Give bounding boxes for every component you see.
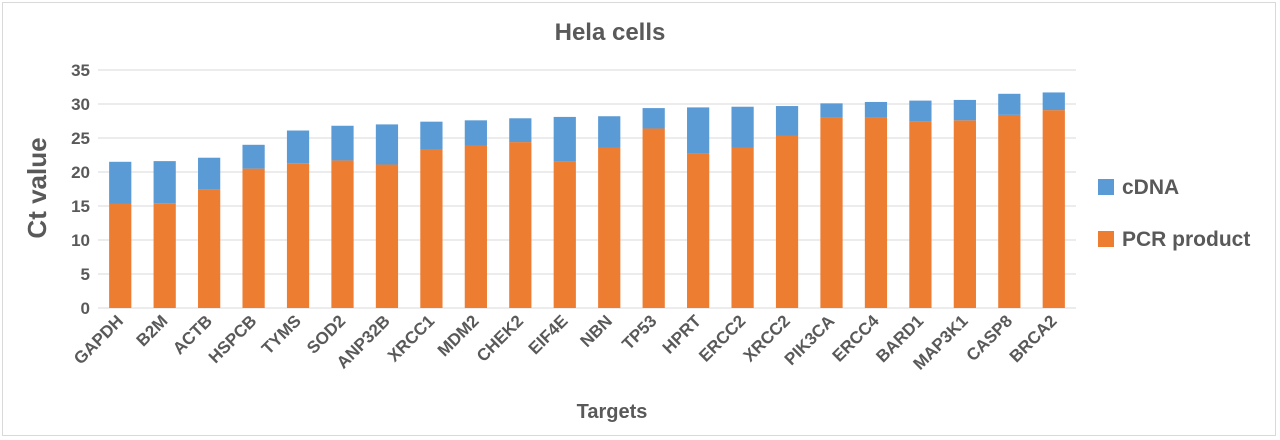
bar-ercc4-pcr-product [864,117,888,308]
y-tick-label: 30 [71,95,90,114]
y-tick-label: 5 [81,265,90,284]
bar-anp32b-pcr-product [375,164,399,308]
x-category-label: PIK3CA [781,311,839,369]
bar-map3k1-cdna [953,99,976,121]
bar-gapdh-pcr-product [109,203,132,308]
bar-bard1-pcr-product [909,121,932,309]
bar-nbn-cdna [598,116,621,148]
x-axis-title: Targets [577,401,648,423]
x-category-label: TP53 [618,311,660,353]
y-tick-label: 15 [71,197,90,216]
bar-xrcc2-pcr-product [775,135,799,308]
bar-eif4e-cdna [553,116,576,162]
y-axis-title: Ct value [22,137,52,238]
bar-mdm2-cdna [464,120,487,146]
bar-gapdh-cdna [109,161,132,204]
x-category-label: ERCC4 [829,311,884,366]
x-category-label: NBN [577,311,616,350]
legend-swatch-cdna [1098,179,1114,195]
bar-ercc2-pcr-product [731,147,754,308]
bars [109,92,1065,309]
x-category-labels: GAPDH B2MACTBHSPCBTYMSSOD2ANP32BXRCC1MDM2… [70,311,1060,374]
x-category-label: HSPCB [205,311,261,367]
bar-pik3ca-pcr-product [820,117,843,308]
bar-xrcc2-cdna [775,106,799,136]
bar-bard1-cdna [909,100,932,122]
legend-swatch-pcr-product [1098,231,1114,247]
x-category-label: GAPDH [70,311,127,368]
bar-map3k1-pcr-product [953,120,976,308]
bar-tp53-cdna [642,108,665,129]
bar-hprt-cdna [687,107,710,154]
bar-xrcc1-cdna [420,121,443,150]
bar-actb-cdna [198,157,221,190]
y-tick-label: 35 [71,61,90,80]
bar-ercc4-cdna [864,101,888,118]
y-tick-labels: 0 5 10 15 20 25 30 35 [71,61,90,318]
bar-mdm2-pcr-product [464,145,487,308]
x-category-label: CHEK2 [473,311,527,365]
legend-label: PCR product [1122,228,1250,251]
bar-sod2-pcr-product [331,160,354,308]
y-tick-label: 20 [71,163,90,182]
bar-sod2-cdna [331,125,354,161]
legend-label: cDNA [1122,176,1179,199]
bar-b2m-cdna [153,161,176,204]
bar-ercc2-cdna [731,106,754,148]
bar-pik3ca-cdna [820,103,843,118]
bar-hspcb-cdna [242,144,265,169]
chart-title: Hela cells [555,19,666,46]
x-category-label: EIF4E [525,311,572,358]
bar-actb-pcr-product [198,189,221,308]
y-tick-label: 25 [71,129,90,148]
bar-tyms-pcr-product [286,163,310,308]
bar-nbn-pcr-product [598,147,621,308]
bar-tp53-pcr-product [642,128,665,308]
x-category-label: ERCC2 [695,311,749,365]
bar-chek2-pcr-product [509,142,532,308]
bar-b2m-pcr-product [153,203,176,308]
bar-anp32b-cdna [375,124,399,165]
bar-chek2-cdna [509,118,532,143]
bar-eif4e-pcr-product [553,161,576,308]
x-category-label: XRCC1 [384,311,438,365]
y-tick-label: 10 [71,231,90,250]
x-category-label: B2M [133,311,172,350]
bar-hprt-pcr-product [687,153,710,308]
bar-casp8-cdna [998,93,1021,115]
bar-hspcb-pcr-product [242,168,265,308]
bar-casp8-pcr-product [998,114,1021,308]
x-category-label: CASP8 [963,311,1017,365]
bar-brca2-pcr-product [1042,110,1065,309]
bar-tyms-cdna [286,130,310,164]
x-category-label: BRCA2 [1006,311,1061,366]
x-category-label: TYMS [258,311,305,358]
bar-xrcc1-pcr-product [420,149,443,308]
bar-brca2-cdna [1042,92,1065,111]
y-tick-label: 0 [81,299,90,318]
legend: cDNA PCR product [1098,176,1250,251]
